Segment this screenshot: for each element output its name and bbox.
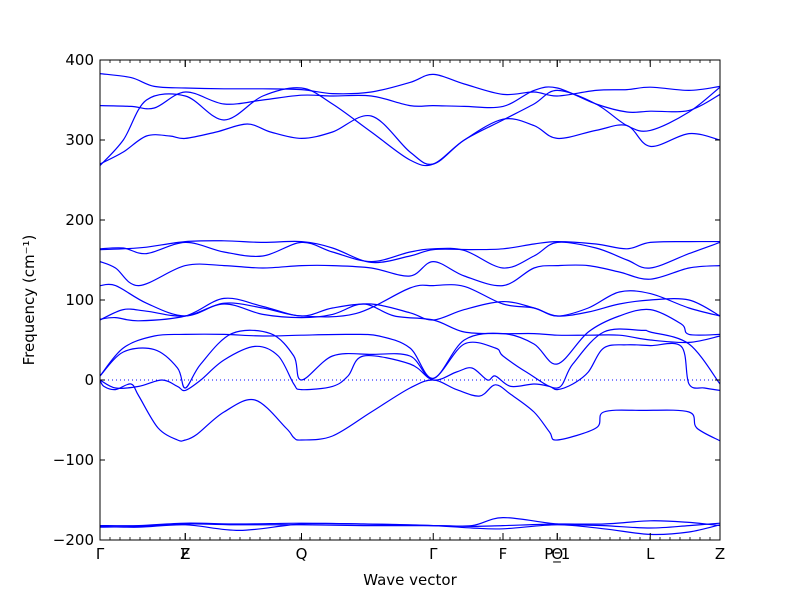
x-tick-label: Γ (96, 545, 105, 563)
x-tick-label: Θ (551, 545, 563, 563)
y-tick-label: 200 (65, 211, 94, 229)
band-line-13 (100, 240, 720, 264)
x-tick-label: F (499, 545, 508, 563)
band-line-15 (100, 86, 720, 167)
band-line-17 (100, 73, 720, 97)
x-tick-label: Z (180, 545, 190, 563)
plot-frame (99, 59, 721, 541)
y-tick-label: 100 (65, 291, 94, 309)
y-tick-label: 300 (65, 131, 94, 149)
x-tick-label: Z (715, 545, 725, 563)
band-line-3 (100, 520, 720, 528)
band-line-2 (100, 522, 720, 536)
y-axis-ticks: −200 −100 0 100 200 300 400 (53, 51, 720, 549)
y-tick-label: −200 (53, 531, 94, 549)
band-line-10 (100, 283, 720, 318)
band-line-14 (100, 114, 720, 165)
y-tick-label: 0 (84, 371, 94, 389)
band-line-6 (100, 328, 720, 389)
band-line-7 (100, 308, 720, 379)
band-line-9 (100, 297, 720, 322)
x-tick-label: L (646, 545, 655, 563)
x-axis-label: Wave vector (363, 571, 457, 589)
x-tick-label: Q (296, 545, 308, 563)
band-line-12 (100, 241, 720, 269)
y-axis-label: Frequency (cm⁻¹) (20, 235, 38, 366)
band-lines (100, 73, 720, 536)
y-tick-label: 400 (65, 51, 94, 69)
y-tick-label: −100 (53, 451, 94, 469)
x-tick-label: P_1 (544, 545, 570, 564)
band-line-5 (100, 342, 720, 392)
band-line-4 (100, 379, 720, 442)
x-tick-label: Γ (429, 545, 438, 563)
band-line-16 (100, 86, 720, 114)
x-tick-label: F (181, 545, 190, 563)
band-line-11 (100, 261, 720, 287)
